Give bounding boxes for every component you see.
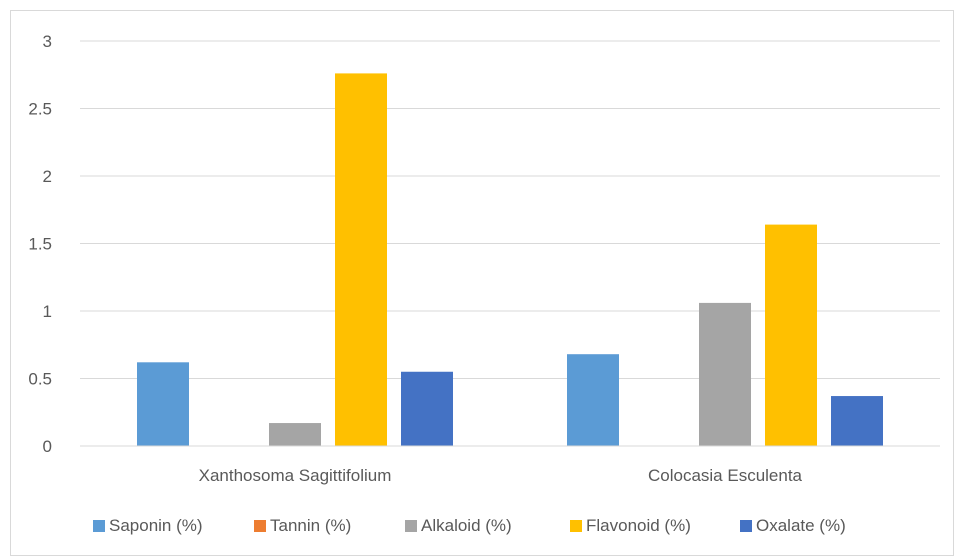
legend-label: Saponin (%) [109, 516, 203, 535]
bar [699, 302, 751, 446]
y-tick-label: 1 [43, 302, 52, 321]
legend-swatch [93, 520, 105, 532]
bar [401, 371, 453, 446]
bar [567, 354, 619, 446]
legend: Saponin (%) Tannin (%) Alkaloid (%) Flavono… [93, 516, 846, 535]
legend-item: Oxalate (%) [740, 516, 846, 535]
bar [831, 396, 883, 446]
category-label: Colocasia Esculenta [648, 466, 803, 485]
y-tick-label: 2 [43, 167, 52, 186]
category-label: Xanthosoma Sagittifolium [199, 466, 392, 485]
bar [765, 224, 817, 446]
legend-swatch [405, 520, 417, 532]
bar [137, 362, 189, 446]
legend-item: Tannin (%) [254, 516, 351, 535]
bar [269, 423, 321, 446]
legend-item: Flavonoid (%) [570, 516, 691, 535]
legend-item: Alkaloid (%) [405, 516, 512, 535]
legend-swatch [740, 520, 752, 532]
legend-label: Oxalate (%) [756, 516, 846, 535]
category-labels: Xanthosoma Sagittifolium Colocasia Escule… [199, 466, 803, 485]
y-tick-label: 1.5 [28, 235, 52, 254]
legend-label: Tannin (%) [270, 516, 351, 535]
bars [137, 73, 883, 447]
y-axis-ticks: 0 0.5 1 1.5 2 2.5 3 [28, 32, 52, 456]
y-tick-label: 2.5 [28, 100, 52, 119]
bar [335, 73, 387, 447]
legend-swatch [254, 520, 266, 532]
y-tick-label: 0 [43, 437, 52, 456]
y-tick-label: 0.5 [28, 370, 52, 389]
legend-label: Flavonoid (%) [586, 516, 691, 535]
legend-item: Saponin (%) [93, 516, 203, 535]
legend-label: Alkaloid (%) [421, 516, 512, 535]
y-tick-label: 3 [43, 32, 52, 51]
legend-swatch [570, 520, 582, 532]
